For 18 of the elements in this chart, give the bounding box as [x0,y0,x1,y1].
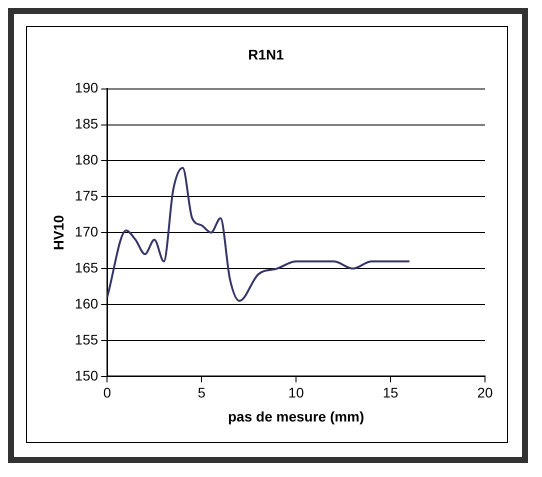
y-tick-label: 170 [74,223,98,240]
y-tick-label: 165 [74,259,98,276]
y-tick-label: 185 [74,116,98,132]
chart-title: R1N1 [248,46,284,62]
line-series [107,166,410,302]
x-tick-label: 15 [382,384,399,401]
y-tick-label: 175 [74,188,98,204]
y-tick-label: 180 [74,152,98,168]
x-tick-label: 20 [477,384,493,401]
y-tick-label: 160 [74,295,98,312]
x-tick-label: 0 [103,384,112,401]
x-axis-title: pas de mesure (mm) [228,408,364,424]
y-tick-label: 150 [74,367,98,384]
y-tick-label: 190 [74,80,98,96]
x-tick-label: 5 [198,384,206,401]
x-tick-label: 10 [288,384,304,401]
y-tick-label: 155 [74,331,98,348]
y-axis-title: HV10 [50,214,66,250]
